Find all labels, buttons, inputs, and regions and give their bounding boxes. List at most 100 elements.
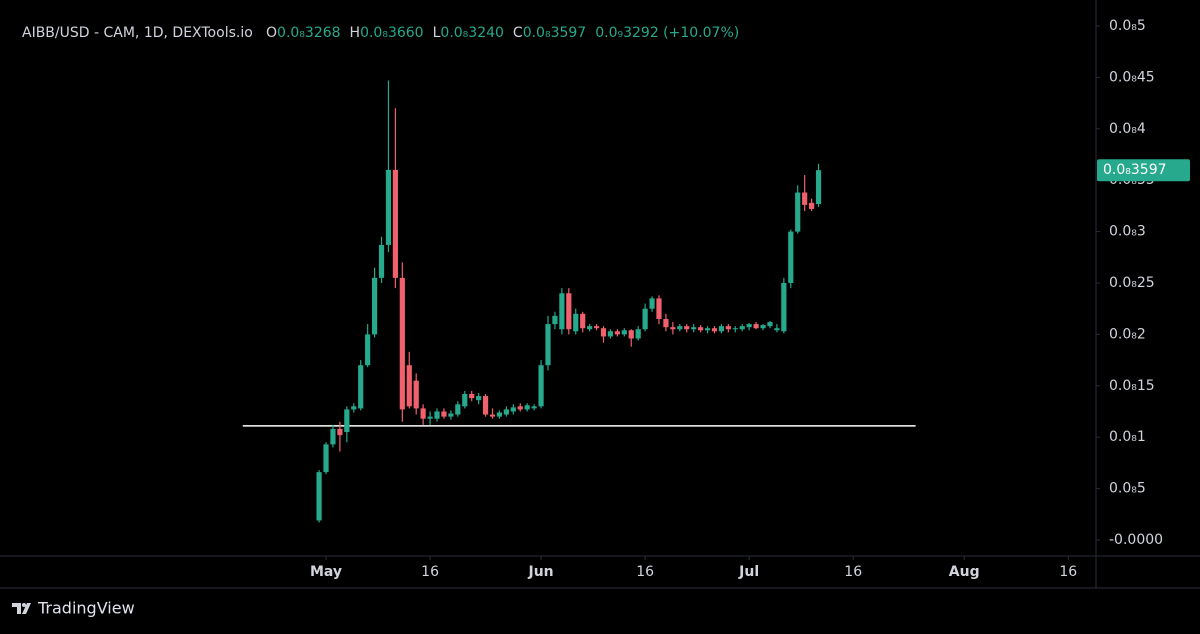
y-tick-label: 0.0₈15 <box>1109 378 1155 394</box>
y-tick-label: 0.0₈4 <box>1109 121 1146 137</box>
candle-body <box>559 293 565 330</box>
ohlc-letter: H <box>350 25 361 41</box>
ohlc-value: 0.0₈3268 <box>277 25 341 41</box>
candle-body <box>462 394 468 407</box>
candle-body <box>427 416 433 419</box>
logo-icon <box>12 603 31 614</box>
change: 0.0₉3292 (+10.07%) <box>595 25 739 41</box>
candle-body <box>371 277 378 335</box>
x-tick-label: Jun <box>527 564 553 580</box>
x-tick-label: May <box>310 564 342 580</box>
candle-body <box>774 328 780 331</box>
last-price-label: 0.0₈3597 <box>1103 162 1167 178</box>
candle-body <box>351 406 357 410</box>
candle-body <box>677 326 683 330</box>
candle-body <box>815 170 822 205</box>
candle-body <box>788 231 794 283</box>
candle-body <box>593 326 600 329</box>
candle-body <box>496 412 503 417</box>
logo-dot <box>22 603 26 607</box>
candle-body <box>337 428 343 436</box>
candle-body <box>649 298 655 309</box>
candle-body <box>455 404 461 415</box>
candle-body <box>503 409 509 415</box>
candle-body <box>587 326 593 330</box>
candle-body <box>600 328 607 337</box>
y-tick-label: 0.0₈25 <box>1109 275 1155 291</box>
x-tick-label: 16 <box>636 564 654 580</box>
candle-body <box>489 414 496 417</box>
candle-body <box>378 244 385 278</box>
candle-body <box>385 169 392 245</box>
ohlc-letter: L <box>433 25 441 41</box>
candle-body <box>684 326 690 330</box>
candle-body <box>482 396 489 415</box>
ohlc-value: 0.0₈3660 <box>360 25 424 41</box>
axes: 0.0₈50.0₈450.0₈40.0₈350.0₈30.0₈250.0₈20.… <box>310 18 1190 580</box>
candle-body <box>580 313 586 329</box>
candle-body <box>531 406 537 409</box>
candle-body <box>635 329 641 339</box>
last-price-tag <box>1097 159 1190 182</box>
candle-body <box>413 380 419 409</box>
candle-body <box>476 396 482 401</box>
y-tick-label: 0.0₈2 <box>1109 326 1146 342</box>
candle-body <box>670 327 676 330</box>
candle-body <box>607 331 614 337</box>
candle-body <box>642 308 648 330</box>
x-tick-label: Jul <box>738 564 759 580</box>
ohlc-letter: O <box>266 25 277 41</box>
y-tick-label: 0.0₈1 <box>1109 429 1146 445</box>
candle-body <box>406 365 412 407</box>
candle-body <box>802 192 808 205</box>
candle-body <box>663 318 669 328</box>
x-tick-label: 16 <box>844 564 862 580</box>
candle-body <box>711 328 718 332</box>
y-tick-label: 0.0₈5 <box>1109 18 1146 34</box>
x-tick-label: 16 <box>421 564 439 580</box>
candle-body <box>358 365 364 409</box>
candle-body <box>420 408 426 419</box>
candle-body <box>323 444 329 473</box>
ohlc-letter: C <box>513 25 523 41</box>
candle-body <box>808 202 815 209</box>
candle-body <box>524 405 530 410</box>
candle-body <box>746 324 752 328</box>
y-tick-label: -0.0000 <box>1109 532 1163 548</box>
y-tick-label: 0.0₈45 <box>1109 69 1155 85</box>
candle-body <box>767 322 773 327</box>
candle-body <box>698 327 704 331</box>
y-tick-label: 0.0₈3 <box>1109 224 1146 240</box>
candle-body <box>344 409 350 433</box>
x-tick-label: 16 <box>1059 564 1077 580</box>
candles <box>242 80 916 523</box>
candle-body <box>732 328 738 330</box>
candle-body <box>469 394 475 399</box>
candle-body <box>330 428 336 445</box>
candle-body <box>656 298 662 319</box>
candle-body <box>365 334 371 366</box>
candle-body <box>573 313 579 332</box>
candle-body <box>781 282 787 332</box>
candle-body <box>760 325 766 329</box>
candle-body <box>448 413 454 417</box>
y-tick-label: 0.0₈5 <box>1109 481 1146 497</box>
candle-body <box>795 192 801 232</box>
ohlc-values: O0.0₈3268 H0.0₈3660 L0.0₈3240 C0.0₈3597 0.0₉… <box>266 25 739 41</box>
candle-body <box>628 330 634 339</box>
candle-body <box>691 327 697 330</box>
candle-body <box>704 328 711 331</box>
candle-body <box>552 315 558 325</box>
candle-body <box>621 330 627 335</box>
candle-body <box>614 331 620 335</box>
candle-body <box>718 326 725 332</box>
ohlc-value: 0.0₈3597 <box>523 25 587 41</box>
candle-body <box>441 411 447 417</box>
candle-body <box>725 326 731 330</box>
candle-body <box>566 293 572 330</box>
candle-body <box>316 472 322 521</box>
ohlc-legend: O0.0₈3268 H0.0₈3660 L0.0₈3240 C0.0₈3597 0.0₉… <box>266 25 739 41</box>
